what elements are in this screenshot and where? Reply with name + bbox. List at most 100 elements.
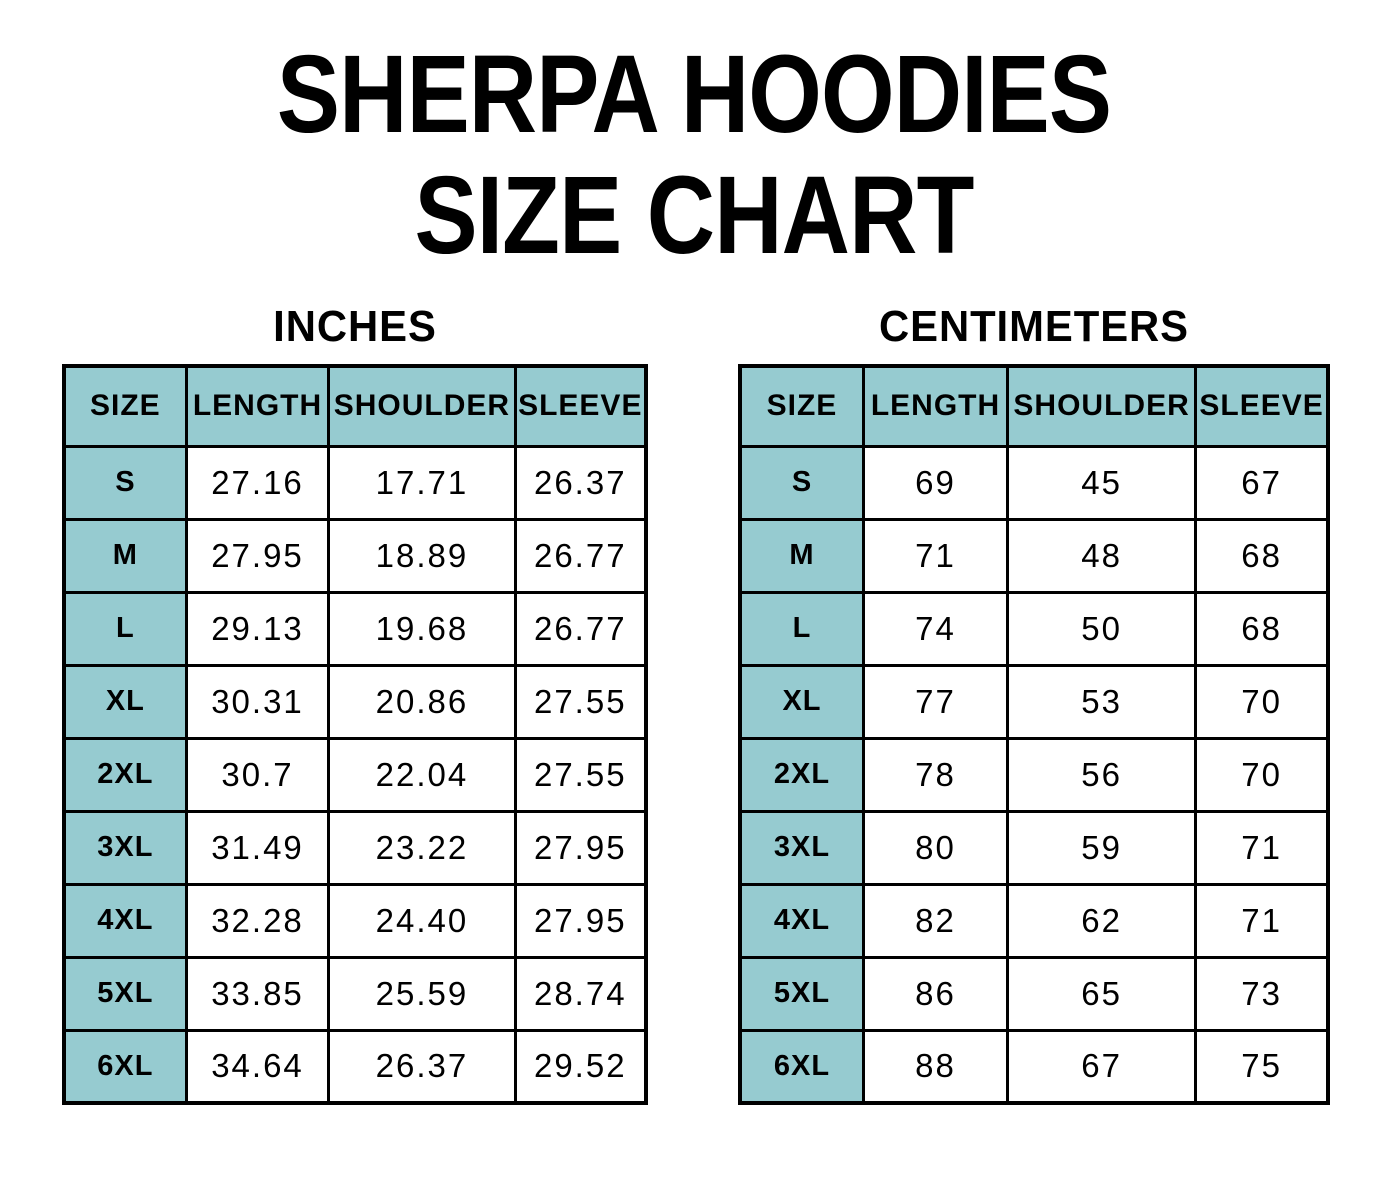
value-cell: 27.95 [184, 517, 331, 594]
size-cell: L [62, 590, 188, 667]
table-row: M 71 48 68 [738, 517, 1330, 594]
value-cell: 26.77 [513, 590, 648, 667]
value-cell: 29.52 [513, 1028, 648, 1105]
value-cell: 27.16 [184, 444, 331, 521]
table-row: S 69 45 67 [738, 444, 1330, 521]
table-row: 6XL 34.64 26.37 29.52 [62, 1028, 648, 1105]
value-cell: 88 [861, 1028, 1010, 1105]
value-cell: 69 [861, 444, 1010, 521]
header-row: SIZE LENGTH SHOULDER SLEEVE [738, 364, 1330, 448]
value-cell: 67 [1194, 444, 1330, 521]
size-cell: 2XL [738, 736, 865, 813]
size-cell: L [738, 590, 865, 667]
value-cell: 26.77 [513, 517, 648, 594]
table-row: S 27.16 17.71 26.37 [62, 444, 648, 521]
value-cell: 71 [1194, 809, 1330, 886]
table-row: XL 30.31 20.86 27.55 [62, 663, 648, 740]
value-cell: 68 [1194, 517, 1330, 594]
table-row: 3XL 31.49 23.22 27.95 [62, 809, 648, 886]
tables-container: INCHES SIZE LENGTH SHOULDER SLEEVE S 27.16 17.… [0, 302, 1388, 1105]
column-header-shoulder: SHOULDER [1006, 364, 1198, 448]
inches-label: INCHES [273, 302, 437, 351]
column-header-length: LENGTH [184, 364, 331, 448]
value-cell: 17.71 [327, 444, 517, 521]
size-cell: 5XL [62, 955, 188, 1032]
size-cell: 6XL [62, 1028, 188, 1105]
size-cell: S [62, 444, 188, 521]
value-cell: 70 [1194, 736, 1330, 813]
size-cell: 4XL [62, 882, 188, 959]
value-cell: 28.74 [513, 955, 648, 1032]
page-title-line-2: SIZE CHART [414, 154, 974, 277]
value-cell: 59 [1006, 809, 1198, 886]
value-cell: 86 [861, 955, 1010, 1032]
value-cell: 22.04 [327, 736, 517, 813]
value-cell: 27.55 [513, 736, 648, 813]
table-row: 6XL 88 67 75 [738, 1028, 1330, 1105]
value-cell: 30.7 [184, 736, 331, 813]
table-row: 3XL 80 59 71 [738, 809, 1330, 886]
column-header-length: LENGTH [861, 364, 1010, 448]
table-row: L 29.13 19.68 26.77 [62, 590, 648, 667]
size-cell: 6XL [738, 1028, 865, 1105]
column-header-size: SIZE [738, 364, 865, 448]
header-row: SIZE LENGTH SHOULDER SLEEVE [62, 364, 648, 448]
value-cell: 25.59 [327, 955, 517, 1032]
value-cell: 27.95 [513, 809, 648, 886]
value-cell: 33.85 [184, 955, 331, 1032]
value-cell: 62 [1006, 882, 1198, 959]
value-cell: 70 [1194, 663, 1330, 740]
value-cell: 32.28 [184, 882, 331, 959]
table-row: 4XL 82 62 71 [738, 882, 1330, 959]
size-cell: 5XL [738, 955, 865, 1032]
value-cell: 80 [861, 809, 1010, 886]
size-cell: 4XL [738, 882, 865, 959]
centimeters-size-table: SIZE LENGTH SHOULDER SLEEVE S 69 45 67 M 71 48 68 L 7… [738, 364, 1330, 1105]
table-row: 5XL 33.85 25.59 28.74 [62, 955, 648, 1032]
table-row: 5XL 86 65 73 [738, 955, 1330, 1032]
inches-table-section: INCHES SIZE LENGTH SHOULDER SLEEVE S 27.16 17.… [62, 302, 648, 1105]
centimeters-label: CENTIMETERS [878, 302, 1190, 351]
value-cell: 73 [1194, 955, 1330, 1032]
value-cell: 23.22 [327, 809, 517, 886]
value-cell: 56 [1006, 736, 1198, 813]
page-title-line-1: SHERPA HOODIES [276, 33, 1112, 156]
column-header-sleeve: SLEEVE [1194, 364, 1330, 448]
size-cell: 3XL [62, 809, 188, 886]
size-cell: M [738, 517, 865, 594]
size-cell: 3XL [738, 809, 865, 886]
value-cell: 77 [861, 663, 1010, 740]
value-cell: 82 [861, 882, 1010, 959]
size-cell: XL [738, 663, 865, 740]
table-row: 2XL 78 56 70 [738, 736, 1330, 813]
value-cell: 20.86 [327, 663, 517, 740]
value-cell: 50 [1006, 590, 1198, 667]
value-cell: 26.37 [327, 1028, 517, 1105]
value-cell: 29.13 [184, 590, 331, 667]
value-cell: 27.55 [513, 663, 648, 740]
size-cell: S [738, 444, 865, 521]
value-cell: 71 [861, 517, 1010, 594]
value-cell: 27.95 [513, 882, 648, 959]
value-cell: 75 [1194, 1028, 1330, 1105]
table-row: XL 77 53 70 [738, 663, 1330, 740]
column-header-sleeve: SLEEVE [513, 364, 648, 448]
value-cell: 30.31 [184, 663, 331, 740]
value-cell: 78 [861, 736, 1010, 813]
column-header-shoulder: SHOULDER [327, 364, 517, 448]
value-cell: 19.68 [327, 590, 517, 667]
value-cell: 67 [1006, 1028, 1198, 1105]
value-cell: 65 [1006, 955, 1198, 1032]
value-cell: 68 [1194, 590, 1330, 667]
page-title: SHERPA HOODIES SIZE CHART [0, 0, 1388, 276]
size-cell: M [62, 517, 188, 594]
value-cell: 34.64 [184, 1028, 331, 1105]
value-cell: 45 [1006, 444, 1198, 521]
value-cell: 26.37 [513, 444, 648, 521]
value-cell: 18.89 [327, 517, 517, 594]
inches-size-table: SIZE LENGTH SHOULDER SLEEVE S 27.16 17.71 26.37… [62, 364, 648, 1105]
table-row: 2XL 30.7 22.04 27.55 [62, 736, 648, 813]
table-row: M 27.95 18.89 26.77 [62, 517, 648, 594]
value-cell: 71 [1194, 882, 1330, 959]
